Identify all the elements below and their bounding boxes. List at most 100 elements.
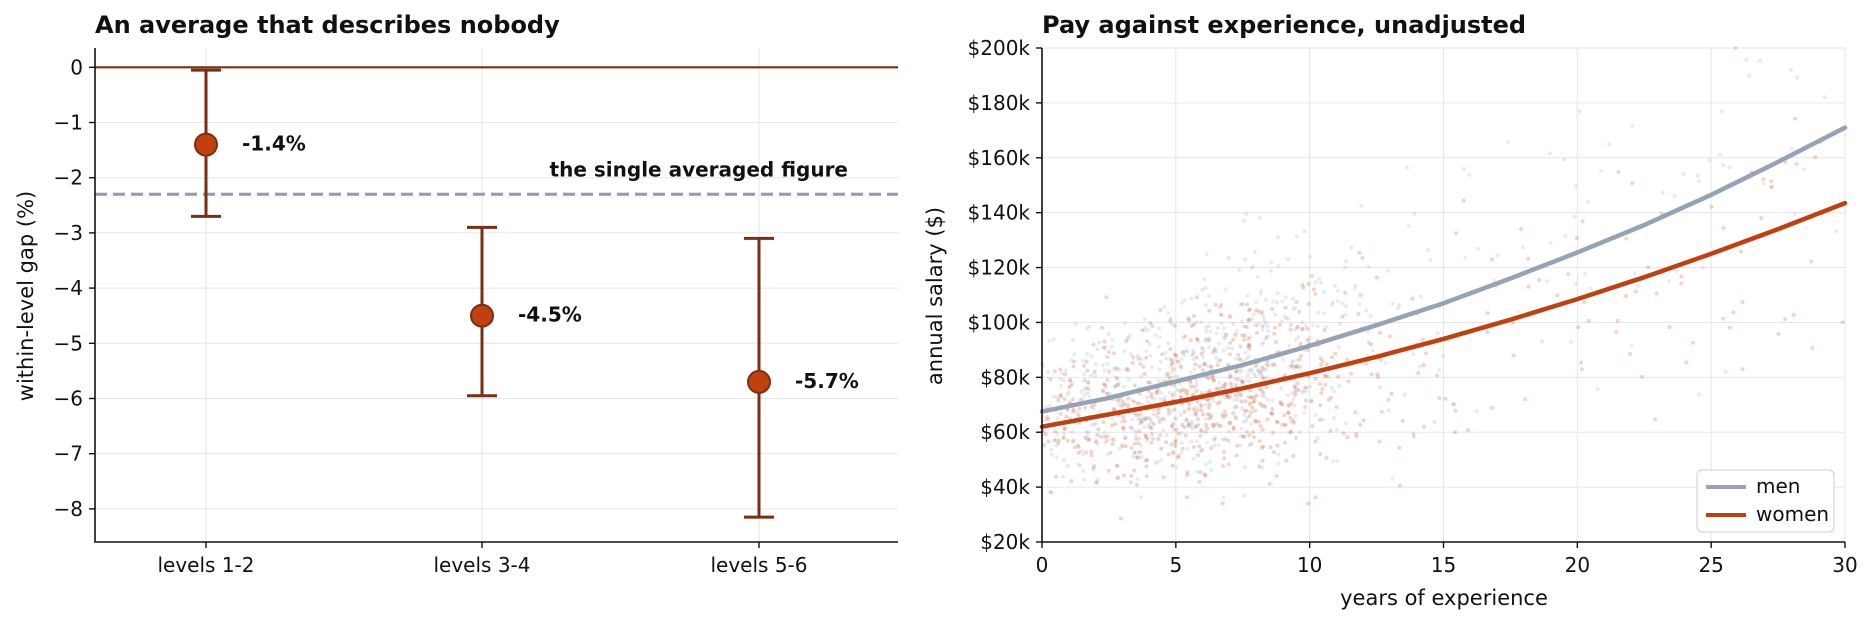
scatter-point bbox=[1155, 459, 1160, 464]
scatter-point bbox=[1051, 337, 1056, 342]
scatter-point bbox=[1288, 419, 1293, 424]
scatter-point bbox=[1201, 349, 1206, 354]
scatter-point bbox=[1572, 214, 1577, 219]
scatter-point bbox=[1193, 424, 1198, 429]
left-x-tick-label: levels 1-2 bbox=[157, 553, 254, 577]
scatter-point bbox=[1079, 389, 1084, 394]
scatter-point bbox=[1424, 351, 1428, 356]
scatter-point bbox=[1168, 357, 1173, 362]
scatter-point bbox=[1130, 398, 1135, 403]
scatter-point bbox=[1296, 335, 1301, 340]
scatter-point bbox=[1249, 395, 1254, 400]
scatter-point bbox=[1182, 353, 1187, 358]
scatter-point bbox=[1211, 377, 1216, 382]
scatter-point bbox=[1203, 336, 1208, 341]
scatter-point bbox=[1255, 275, 1260, 279]
right-axes-spines bbox=[1041, 48, 1845, 543]
scatter-point bbox=[1284, 458, 1289, 463]
scatter-point bbox=[1191, 456, 1196, 461]
scatter-point bbox=[1174, 416, 1179, 421]
scatter-point bbox=[1161, 428, 1166, 433]
scatter-point bbox=[1260, 465, 1265, 470]
scatter-point bbox=[1119, 419, 1124, 424]
left-axes-spines bbox=[94, 48, 898, 543]
scatter-point bbox=[1246, 308, 1251, 313]
scatter-point bbox=[1369, 342, 1374, 347]
scatter-point bbox=[1526, 256, 1531, 261]
scatter-point bbox=[1058, 392, 1063, 397]
scatter-point bbox=[1310, 424, 1315, 429]
scatter-point bbox=[1157, 367, 1162, 372]
scatter-point bbox=[1153, 333, 1158, 338]
scatter-point bbox=[1172, 407, 1177, 412]
scatter-point bbox=[1230, 346, 1234, 351]
scatter-point bbox=[1289, 429, 1294, 434]
scatter-point bbox=[1614, 329, 1619, 334]
scatter-point bbox=[1307, 282, 1311, 287]
scatter-point bbox=[1173, 352, 1177, 357]
scatter-point bbox=[1055, 395, 1060, 400]
scatter-point bbox=[1119, 442, 1124, 447]
scatter-point bbox=[1185, 388, 1190, 393]
scatter-point bbox=[1402, 392, 1407, 397]
scatter-point bbox=[1114, 375, 1119, 380]
scatter-point bbox=[1221, 348, 1226, 353]
right-x-tick-label: 15 bbox=[1431, 553, 1456, 577]
right-y-axis-label: annual salary ($) bbox=[923, 207, 947, 385]
scatter-point bbox=[1303, 323, 1308, 328]
scatter-point bbox=[1049, 490, 1054, 495]
scatter-point bbox=[1151, 436, 1155, 441]
scatter-point bbox=[1265, 363, 1270, 368]
scatter-point bbox=[1207, 405, 1212, 410]
scatter-point bbox=[1319, 362, 1323, 367]
scatter-point bbox=[1089, 453, 1094, 458]
scatter-point bbox=[1283, 422, 1288, 427]
scatter-point bbox=[1298, 430, 1302, 435]
scatter-point bbox=[1073, 322, 1078, 327]
right-y-tick-label: $160k bbox=[968, 146, 1031, 170]
scatter-point bbox=[1181, 387, 1186, 392]
scatter-point bbox=[1333, 351, 1338, 356]
scatter-point bbox=[1261, 444, 1266, 449]
scatter-point bbox=[1238, 434, 1243, 438]
scatter-point bbox=[1240, 406, 1244, 410]
scatter-point bbox=[1379, 409, 1384, 414]
scatter-point bbox=[1260, 309, 1264, 314]
scatter-point bbox=[1199, 429, 1204, 434]
scatter-point bbox=[1237, 443, 1242, 448]
scatter-point bbox=[1169, 424, 1174, 429]
scatter-point bbox=[1202, 277, 1207, 281]
scatter-point bbox=[1045, 369, 1050, 374]
scatter-point bbox=[1055, 432, 1060, 437]
scatter-point bbox=[1744, 57, 1749, 62]
scatter-point bbox=[1240, 380, 1245, 385]
scatter-point bbox=[1112, 351, 1116, 356]
scatter-point bbox=[1305, 326, 1310, 331]
scatter-point bbox=[1324, 455, 1329, 460]
scatter-point bbox=[1056, 438, 1061, 443]
scatter-point bbox=[1194, 320, 1199, 325]
scatter-point bbox=[1082, 477, 1087, 482]
scatter-point bbox=[1343, 265, 1347, 270]
scatter-point bbox=[1058, 411, 1063, 416]
scatter-point bbox=[1062, 426, 1067, 431]
scatter-point bbox=[1191, 445, 1196, 449]
scatter-point bbox=[1199, 391, 1204, 395]
scatter-point bbox=[1269, 445, 1274, 450]
scatter-point bbox=[1721, 316, 1726, 321]
scatter-point bbox=[1123, 436, 1128, 441]
scatter-point bbox=[1301, 389, 1305, 394]
scatter-point bbox=[1241, 218, 1246, 223]
scatter-point bbox=[1056, 441, 1061, 446]
scatter-point bbox=[1270, 407, 1275, 411]
scatter-point bbox=[1138, 416, 1143, 421]
value-label: -5.7% bbox=[795, 369, 859, 393]
scatter-point bbox=[1195, 383, 1199, 387]
scatter-point bbox=[1145, 339, 1150, 344]
scatter-point bbox=[1162, 305, 1167, 309]
scatter-point bbox=[1761, 181, 1766, 186]
scatter-point bbox=[1422, 424, 1426, 429]
scatter-point bbox=[1191, 313, 1196, 318]
scatter-point bbox=[1313, 412, 1318, 417]
scatter-point bbox=[1240, 333, 1245, 338]
